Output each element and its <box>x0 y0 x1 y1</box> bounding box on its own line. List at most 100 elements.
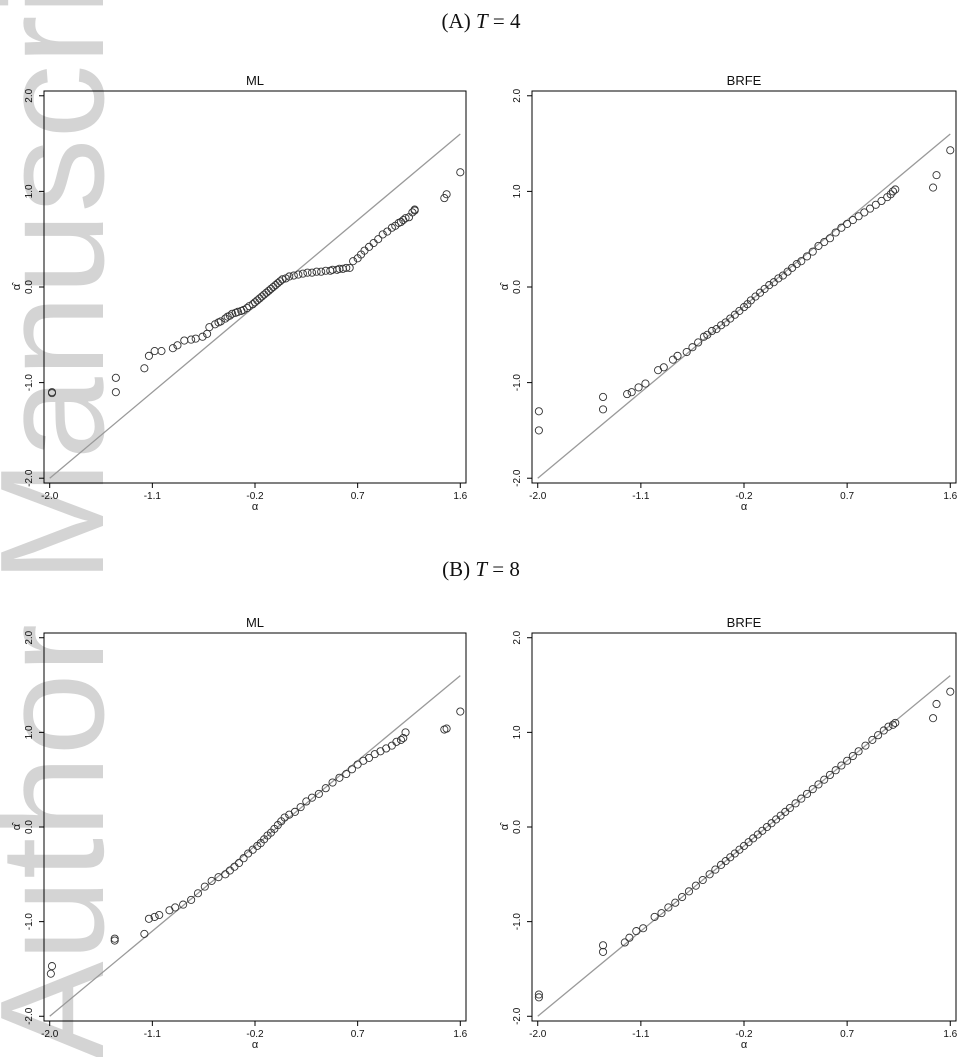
data-point <box>47 389 57 398</box>
data-point <box>46 969 55 978</box>
data-point <box>831 228 840 237</box>
data-point <box>408 208 417 217</box>
data-point <box>884 722 893 731</box>
data-point <box>848 751 857 761</box>
data-point <box>296 803 305 812</box>
data-point <box>140 364 149 373</box>
y-tick-label: 1.0 <box>24 184 35 198</box>
reference-line <box>49 675 461 1017</box>
y-axis-label: α̂ <box>11 822 23 830</box>
data-point <box>698 875 707 885</box>
data-point <box>374 235 383 244</box>
data-point <box>657 909 666 918</box>
data-point <box>353 760 362 769</box>
data-point <box>814 241 823 250</box>
data-point <box>854 212 863 221</box>
data-point <box>820 775 829 784</box>
y-axis-label: α̂ <box>499 822 511 830</box>
data-point <box>171 903 180 912</box>
data-point <box>623 390 632 399</box>
data-point <box>673 351 682 360</box>
y-axis-label: α̂ <box>11 282 23 290</box>
data-point <box>682 347 691 357</box>
data-point <box>273 279 282 288</box>
data-point <box>396 735 406 744</box>
data-point <box>280 813 289 822</box>
x-tick-label: 1.6 <box>453 491 467 502</box>
y-tick-label: 2.0 <box>24 88 35 102</box>
data-point <box>207 876 216 885</box>
data-point <box>774 274 783 283</box>
data-point <box>260 290 269 299</box>
data-point <box>255 294 264 303</box>
data-point <box>242 303 252 313</box>
data-point <box>765 281 774 290</box>
data-point <box>140 929 149 938</box>
data-point <box>345 263 354 272</box>
data-point <box>534 407 543 416</box>
data-point <box>534 426 543 435</box>
y-tick-label: -2.0 <box>24 469 35 487</box>
data-point <box>157 347 166 356</box>
data-point <box>735 306 744 315</box>
panel-value: 8 <box>509 557 520 581</box>
data-point <box>442 190 451 199</box>
data-point <box>797 794 806 803</box>
points-group <box>46 707 465 978</box>
data-point <box>929 183 938 192</box>
data-point <box>230 862 239 871</box>
data-point <box>349 257 358 266</box>
points-group <box>47 168 465 398</box>
y-tick-label: -2.0 <box>24 1007 35 1025</box>
x-axis-label: α <box>741 501 748 513</box>
data-point <box>200 882 209 891</box>
x-axis-label: α <box>252 501 259 513</box>
data-point <box>369 238 378 248</box>
data-point <box>717 321 726 330</box>
data-point <box>802 252 812 261</box>
y-axis-label: α̂ <box>499 282 511 290</box>
data-point <box>888 720 898 729</box>
data-point <box>668 355 678 364</box>
x-tick-label: -1.1 <box>144 491 162 502</box>
data-point <box>639 924 648 933</box>
y-tick-label: 2.0 <box>512 88 523 102</box>
data-point <box>342 769 351 779</box>
panel-equals: = <box>492 9 505 33</box>
data-point <box>820 238 829 247</box>
data-point <box>861 741 870 750</box>
data-point <box>266 284 276 293</box>
y-tick-label: -1.0 <box>512 913 523 931</box>
data-point <box>442 724 451 733</box>
data-point <box>285 272 294 281</box>
y-tick-label: 1.0 <box>512 184 523 198</box>
data-point <box>456 707 465 716</box>
data-point <box>659 363 668 372</box>
data-point <box>110 934 119 943</box>
data-point <box>678 892 687 902</box>
panel-value: 4 <box>509 9 521 33</box>
data-point <box>317 267 326 276</box>
data-point <box>625 933 634 942</box>
data-point <box>307 268 317 277</box>
data-point <box>239 854 248 863</box>
data-point <box>837 223 846 232</box>
data-point <box>214 873 223 882</box>
data-point <box>298 269 307 278</box>
data-point <box>868 735 877 744</box>
data-point <box>321 784 330 793</box>
data-point <box>620 938 629 947</box>
data-point <box>401 214 410 223</box>
data-point <box>946 687 955 696</box>
data-point <box>534 990 543 999</box>
panel-symbol: T <box>475 557 488 581</box>
data-point <box>193 889 203 898</box>
data-point <box>707 326 716 336</box>
data-point <box>225 866 234 875</box>
data-point <box>342 263 351 272</box>
data-point <box>278 275 287 284</box>
data-point <box>860 208 869 217</box>
x-axis-label: α <box>252 1039 259 1051</box>
data-point <box>378 230 387 239</box>
data-point <box>180 336 189 345</box>
